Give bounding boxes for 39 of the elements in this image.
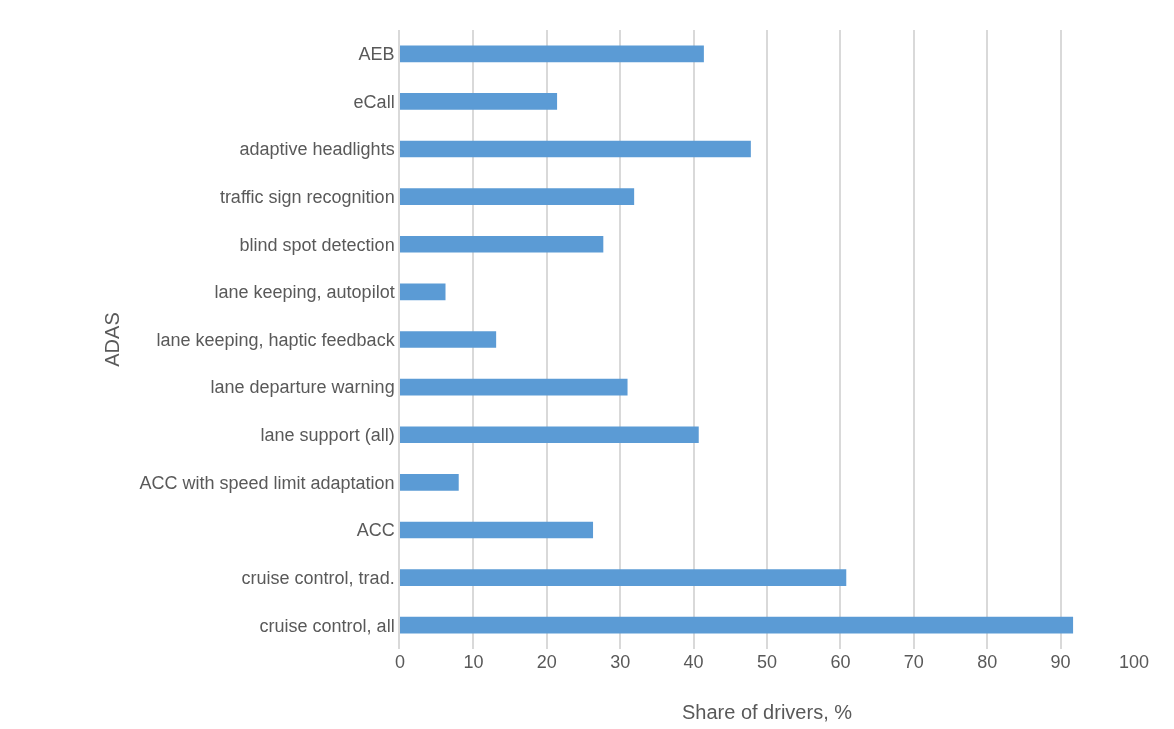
bar xyxy=(400,188,635,205)
x-tick-label: 20 xyxy=(536,652,557,672)
x-tick-label: 70 xyxy=(903,652,924,672)
bar xyxy=(400,140,751,158)
y-tick-label: lane keeping, autopilot xyxy=(214,282,395,303)
y-tick-label: ACC with speed limit adaptation xyxy=(139,472,395,493)
bar xyxy=(400,521,594,539)
x-tick-label: 40 xyxy=(683,652,704,672)
x-tick-label: 60 xyxy=(830,652,851,672)
bar xyxy=(400,378,628,396)
y-tick-label: lane departure warning xyxy=(210,377,395,398)
x-tick-label: 0 xyxy=(394,652,406,672)
y-tick-label: traffic sign recognition xyxy=(219,186,395,207)
x-tick-label: 30 xyxy=(610,652,631,672)
x-tick-label: 50 xyxy=(756,652,778,672)
bar xyxy=(400,331,497,348)
bar xyxy=(400,283,446,301)
bar xyxy=(400,616,1074,634)
bar xyxy=(400,93,558,110)
y-tick-label: blind spot detection xyxy=(239,234,395,255)
y-tick-label: lane support (all) xyxy=(260,425,395,446)
y-tick-label: cruise control, all xyxy=(259,615,395,636)
y-tick-label: lane keeping, haptic feedback xyxy=(156,329,396,350)
x-tick-label: 100 xyxy=(1118,652,1150,672)
y-tick-label: AEB xyxy=(358,44,395,65)
x-tick-label: 10 xyxy=(463,652,484,672)
x-axis-title: Share of drivers, % xyxy=(681,701,853,723)
x-tick-label: 80 xyxy=(977,652,998,672)
y-axis-title: ADAS xyxy=(100,312,123,367)
bar xyxy=(400,474,459,491)
y-tick-label: ACC xyxy=(356,520,395,541)
y-tick-label: eCall xyxy=(353,91,395,112)
bar xyxy=(400,45,704,63)
x-tick-label: 90 xyxy=(1050,652,1071,672)
y-tick-label: cruise control, trad. xyxy=(241,567,395,588)
bar xyxy=(400,235,604,253)
y-tick-label: adaptive headlights xyxy=(239,139,395,160)
bar xyxy=(400,569,847,586)
bar xyxy=(400,426,699,444)
